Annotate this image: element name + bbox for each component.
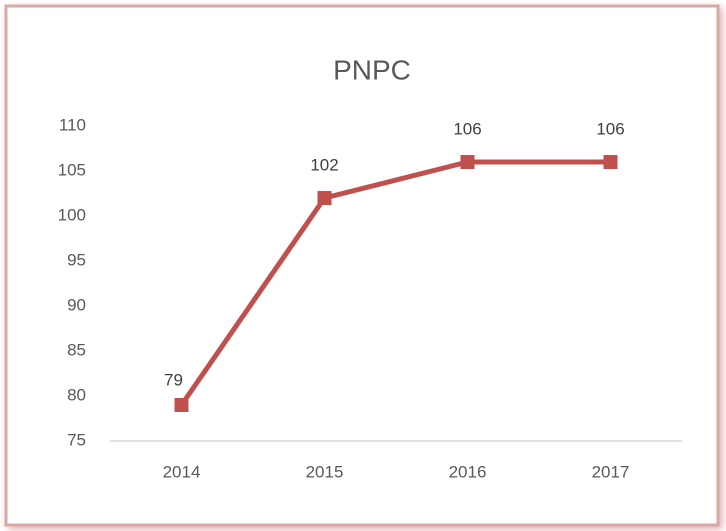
x-tick-label: 2017 [592,462,630,481]
y-tick-label: 85 [67,340,86,359]
y-tick-label: 75 [67,430,86,449]
x-tick-label: 2014 [163,462,201,481]
y-tick-label: 95 [67,250,86,269]
y-tick-label: 110 [59,115,86,134]
x-tick-label: 2016 [449,462,487,481]
y-tick-label: 80 [67,385,86,404]
y-tick-label: 100 [58,205,86,224]
y-tick-label: 105 [58,160,86,179]
data-label: 79 [164,370,183,389]
data-point [460,155,475,169]
data-point [174,398,189,412]
data-point [317,191,332,205]
y-tick-label: 90 [67,295,86,314]
x-tick-label: 2015 [306,462,344,481]
data-label: 106 [453,119,481,138]
chart-title: PNPC [333,54,411,85]
data-label: 106 [596,119,624,138]
chart-frame [4,4,720,527]
data-line [179,159,611,407]
data-label: 102 [310,155,338,174]
data-point [603,155,618,169]
